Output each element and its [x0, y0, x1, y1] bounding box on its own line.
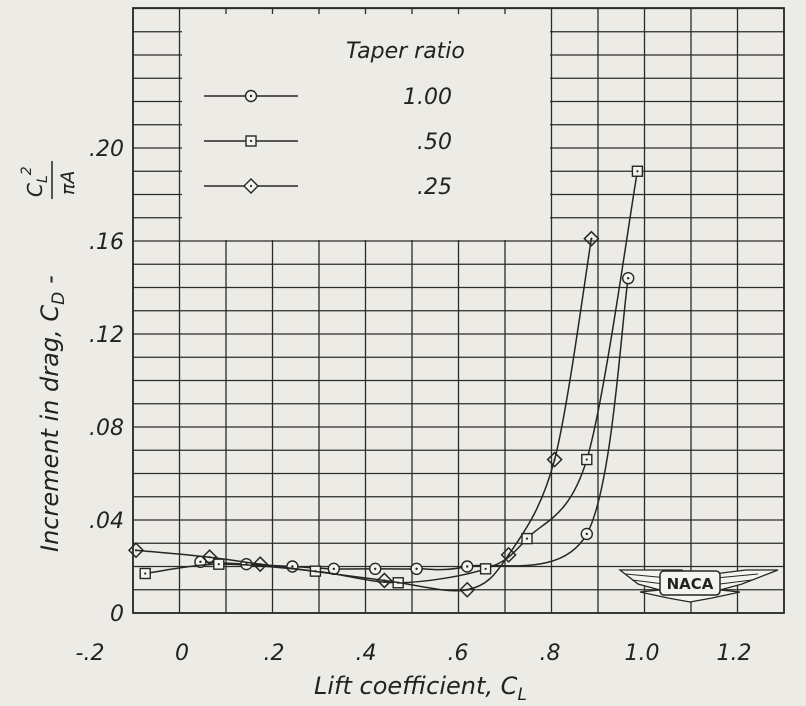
y-tick-label: .04: [89, 509, 124, 534]
x-tick-label: 1.2: [717, 641, 752, 666]
data-point-square-center: [144, 572, 147, 575]
legend: Taper ratio 1.00 .50 .25: [182, 14, 550, 240]
data-point-diamond: [546, 451, 563, 468]
legend-title: Taper ratio: [346, 39, 465, 64]
data-point-diamond-center: [383, 579, 386, 582]
data-point-circle-center: [332, 567, 335, 571]
y-frac-num-sup: 2: [19, 166, 35, 175]
data-point-diamond-center: [507, 553, 510, 556]
y-axis-title-sub: D: [49, 292, 69, 305]
x-tick-label: -.2: [76, 641, 105, 666]
data-point-diamond-center: [590, 237, 593, 240]
x-tick-label: 1.0: [625, 641, 660, 666]
data-point-square-center: [525, 537, 529, 540]
x-tick-label: .8: [540, 641, 561, 666]
legend-marker-diamond-center: [249, 184, 253, 188]
plot-border: [132, 7, 785, 614]
x-axis-title-main: Lift coefficient, C: [314, 672, 518, 700]
data-point-square-center: [217, 563, 220, 566]
tick-labels: -.2 0.2.4.6.8 1.0 1.20.04.08.12.16.20: [76, 137, 752, 666]
data-point-diamond-center: [259, 563, 262, 566]
legend-label-circle: 1.00: [403, 85, 452, 110]
y-axis-title: Increment in drag, CD - CL2 πA: [19, 161, 79, 552]
y-tick-label: .16: [89, 230, 124, 255]
legend-label-square: .50: [417, 130, 452, 155]
y-tick-label: .12: [89, 323, 124, 348]
naca-wings-logo: NACA: [618, 569, 779, 603]
data-point-circle-center: [466, 565, 469, 568]
x-tick-label: .6: [448, 641, 469, 666]
legend-marker-square-center: [249, 139, 253, 143]
y-tick-label: .08: [89, 416, 124, 441]
series-line-diamond: [135, 238, 593, 592]
data-point-square-center: [636, 170, 639, 173]
y-axis-title-main: Increment in drag, C: [36, 305, 64, 552]
legend-label-diamond: .25: [417, 175, 452, 200]
x-axis-title-sub: L: [517, 685, 526, 705]
series-line-circle: [200, 278, 629, 571]
y-axis-fraction-numerator: CL2: [19, 166, 51, 197]
y-axis-fraction-denominator: πA: [57, 171, 79, 195]
y-axis-title-minus: -: [36, 275, 64, 284]
x-tick-label: .4: [356, 641, 377, 666]
data-point-circle-center: [585, 532, 588, 536]
data-point-square-center: [585, 458, 588, 461]
data-point-diamond-center: [466, 588, 469, 591]
series-circle: [194, 272, 635, 576]
data-point-diamond: [201, 549, 218, 566]
series-line-square: [145, 171, 639, 584]
data-point-diamond-center: [208, 556, 211, 559]
data-point-circle-center: [374, 567, 377, 571]
data-point-circle-center: [199, 560, 202, 564]
data-point-circle-center: [291, 565, 294, 568]
y-axis-fraction: CL2 πA: [19, 161, 79, 199]
series-diamond: [127, 230, 600, 598]
y-axis-title-text: Increment in drag, CD -: [36, 275, 69, 552]
data-point-diamond: [127, 542, 145, 559]
y-tick-label: 0: [110, 602, 124, 627]
y-tick-label: .20: [89, 137, 124, 162]
data-point-circle-center: [627, 277, 630, 280]
x-tick-label: 0: [175, 641, 189, 666]
data-point-diamond: [459, 581, 476, 598]
x-axis-title: Lift coefficient, CL: [314, 672, 527, 705]
data-point-diamond: [500, 546, 517, 563]
data-point-square-center: [484, 567, 487, 570]
logo-text: NACA: [667, 575, 714, 593]
y-frac-num: C: [23, 183, 47, 197]
data-point-diamond: [376, 572, 393, 589]
data-point-diamond-center: [553, 458, 556, 461]
data-point-diamond: [583, 230, 600, 247]
x-tick-label: .2: [264, 641, 285, 666]
y-frac-num-sub: L: [35, 175, 51, 183]
legend-background: [182, 14, 550, 240]
data-point-circle-center: [415, 567, 418, 571]
series-layer: [127, 165, 644, 598]
legend-marker-circle-center: [249, 94, 253, 98]
data-point-diamond: [252, 556, 269, 573]
data-point-diamond-center: [134, 549, 138, 552]
